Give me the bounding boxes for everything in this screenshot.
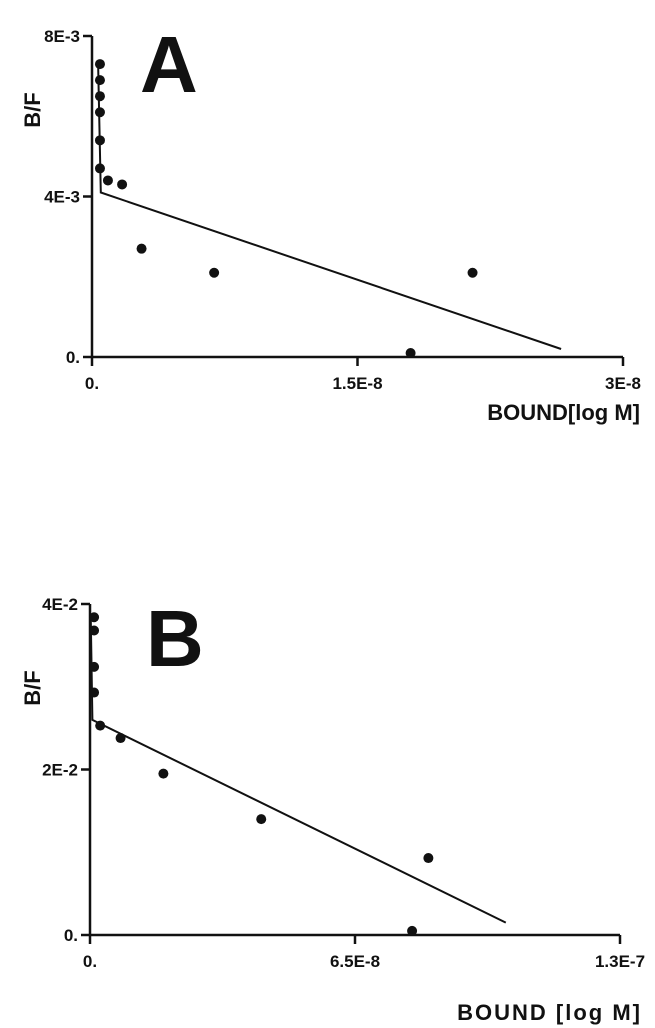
panel-b-data-point [423, 853, 434, 864]
panel-b-y-tick-label: 0. [64, 926, 78, 945]
panel-a-data-point [209, 267, 220, 278]
panel-b-chart: B B/F BOUND [log M] 0. 2E-2 4E-2 0. 6.5E-8 1.… [20, 594, 645, 1025]
panel-a-axes: 0. 4E-3 8E-3 0. 1.5E-8 3E-8 [44, 27, 641, 393]
panel-a-data-point [467, 267, 478, 278]
panel-b-data-point [256, 814, 267, 825]
panel-b-x-tick-label: 1.3E-7 [595, 952, 645, 971]
panel-a-data-point [94, 107, 105, 118]
panel-b-data-point [407, 925, 418, 936]
panel-a-x-tick-label: 1.5E-8 [332, 374, 382, 393]
panel-a-x-tick-label: 3E-8 [605, 374, 641, 393]
panel-b-axes: 0. 2E-2 4E-2 0. 6.5E-8 1.3E-7 [42, 595, 645, 971]
panel-b-y-axis-title: B/F [20, 670, 45, 705]
panel-a-fit-line [97, 68, 562, 350]
panel-a-y-tick-label: 0. [66, 348, 80, 367]
panel-b-x-axis-title: BOUND [log M] [457, 1000, 642, 1025]
panel-b-data-point [89, 661, 100, 672]
panel-b-data-point [89, 687, 100, 698]
panel-b-data-point [158, 768, 169, 779]
panel-b-data-point [115, 733, 126, 744]
panel-a-y-axis-title: B/F [20, 92, 45, 127]
panel-a-data-point [94, 135, 105, 146]
panel-b-data-point [95, 720, 106, 731]
panel-b-y-tick-label: 2E-2 [42, 761, 78, 780]
panel-a-points [94, 59, 478, 358]
panel-b-y-tick-label: 4E-2 [42, 595, 78, 614]
panel-a-data-point [136, 243, 147, 254]
panel-b-letter: B [146, 594, 204, 683]
panel-b-x-tick-label: 0. [83, 952, 97, 971]
panel-a-data-point [117, 179, 128, 190]
panel-a-x-axis-title: BOUND[log M] [487, 400, 640, 425]
panel-a-y-tick-label: 8E-3 [44, 27, 80, 46]
panel-b-fit-line [89, 620, 507, 924]
panel-b-data-point [89, 612, 100, 623]
panel-a-chart: A B/F BOUND[log M] 0. 4E-3 8E-3 0. 1.5E-8 3E-… [20, 20, 641, 425]
panel-a-y-tick-label: 4E-3 [44, 188, 80, 207]
panel-a-data-point [94, 59, 105, 70]
panel-a-fit [97, 68, 562, 350]
panel-a-x-tick-label: 0. [85, 374, 99, 393]
panel-a-data-point [102, 175, 113, 186]
panel-b-x-tick-label: 6.5E-8 [330, 952, 380, 971]
panel-b-points [89, 612, 434, 936]
panel-a-data-point [405, 347, 416, 358]
panel-a-data-point [94, 75, 105, 86]
panel-a-data-point [94, 91, 105, 102]
panel-a-data-point [94, 163, 105, 174]
panel-b-fit [89, 620, 507, 924]
panel-a-letter: A [140, 20, 198, 109]
panel-b-data-point [89, 625, 100, 636]
